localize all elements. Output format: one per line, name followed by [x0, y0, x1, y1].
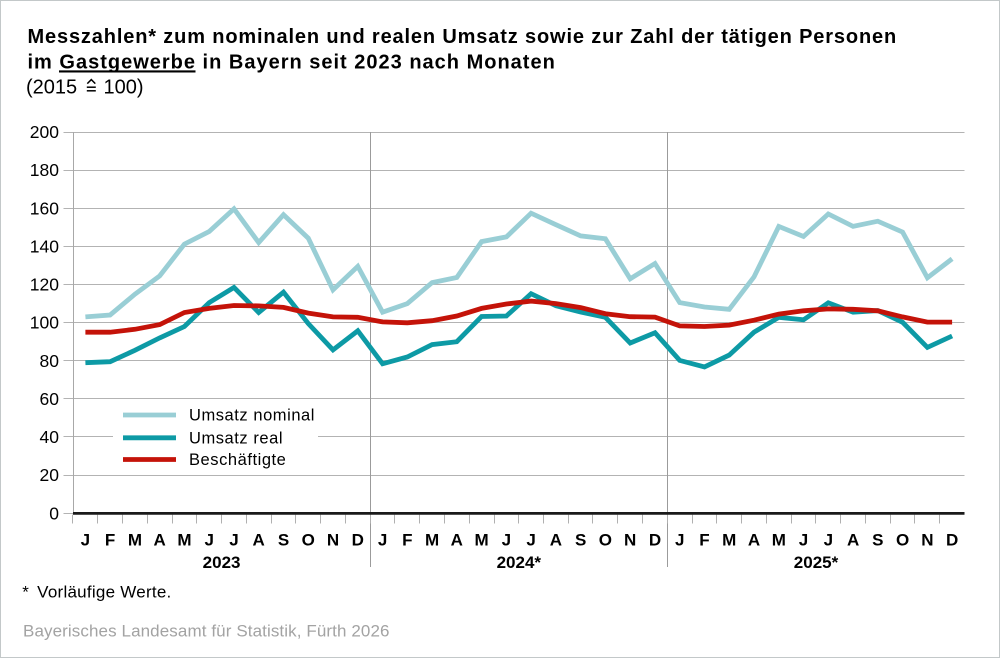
svg-text:Bayerisches Landesamt für Stat: Bayerisches Landesamt für Statistik, Für…	[23, 622, 390, 641]
svg-text:A: A	[550, 531, 562, 550]
svg-text:140: 140	[30, 236, 59, 256]
svg-text:F: F	[699, 531, 709, 550]
svg-text:100): 100)	[104, 77, 144, 99]
svg-text:M: M	[177, 531, 191, 550]
svg-text:M: M	[425, 531, 439, 550]
svg-text:D: D	[649, 531, 661, 550]
svg-text:M: M	[722, 531, 736, 550]
svg-text:(2015: (2015	[26, 77, 77, 99]
svg-text:200: 200	[30, 122, 59, 142]
svg-text:80: 80	[40, 351, 60, 371]
svg-text:40: 40	[40, 427, 60, 447]
svg-text:160: 160	[30, 198, 59, 218]
svg-text:2024*: 2024*	[497, 553, 542, 572]
svg-text:F: F	[402, 531, 412, 550]
svg-text:N: N	[327, 531, 339, 550]
svg-text:M: M	[475, 531, 489, 550]
svg-text:N: N	[921, 531, 933, 550]
svg-text:A: A	[253, 531, 265, 550]
svg-text:180: 180	[30, 160, 59, 180]
svg-text:O: O	[302, 531, 315, 550]
svg-text:2025*: 2025*	[794, 553, 839, 572]
svg-text:A: A	[451, 531, 463, 550]
svg-text:D: D	[946, 531, 958, 550]
svg-text:S: S	[575, 531, 586, 550]
svg-text:100: 100	[30, 313, 59, 333]
svg-text:O: O	[599, 531, 612, 550]
svg-text:60: 60	[40, 389, 60, 409]
svg-text:S: S	[872, 531, 883, 550]
svg-text:Beschäftigte: Beschäftigte	[189, 451, 286, 469]
svg-text:J: J	[502, 531, 511, 550]
svg-text:J: J	[824, 531, 833, 550]
svg-text:O: O	[896, 531, 909, 550]
svg-text:J: J	[526, 531, 535, 550]
svg-text:D: D	[352, 531, 364, 550]
svg-text:J: J	[229, 531, 238, 550]
svg-text:J: J	[204, 531, 213, 550]
svg-text:J: J	[675, 531, 684, 550]
svg-text:J: J	[799, 531, 808, 550]
svg-text:M: M	[128, 531, 142, 550]
svg-text:0: 0	[49, 503, 59, 523]
svg-text:A: A	[847, 531, 859, 550]
svg-text:J: J	[378, 531, 387, 550]
svg-text:20: 20	[40, 465, 60, 485]
svg-text:2023: 2023	[203, 553, 241, 572]
svg-text:J: J	[81, 531, 90, 550]
svg-text:N: N	[624, 531, 636, 550]
svg-text:Messzahlen* zum nominalen und: Messzahlen* zum nominalen und realen Ums…	[28, 26, 898, 48]
svg-text:F: F	[105, 531, 115, 550]
svg-text:Umsatz real: Umsatz real	[189, 429, 283, 447]
svg-text:S: S	[278, 531, 289, 550]
svg-text:A: A	[154, 531, 166, 550]
svg-text:*Vorläufige Werte.: * Vorläufige Werte.	[22, 583, 171, 602]
svg-text:Umsatz nominal: Umsatz nominal	[189, 407, 315, 425]
svg-text:M: M	[772, 531, 786, 550]
svg-text:120: 120	[30, 275, 59, 295]
svg-text:im Gastgewerbe in Bayern seit: im Gastgewerbe in Bayern seit 2023 nach …	[28, 51, 556, 73]
svg-text:A: A	[748, 531, 760, 550]
